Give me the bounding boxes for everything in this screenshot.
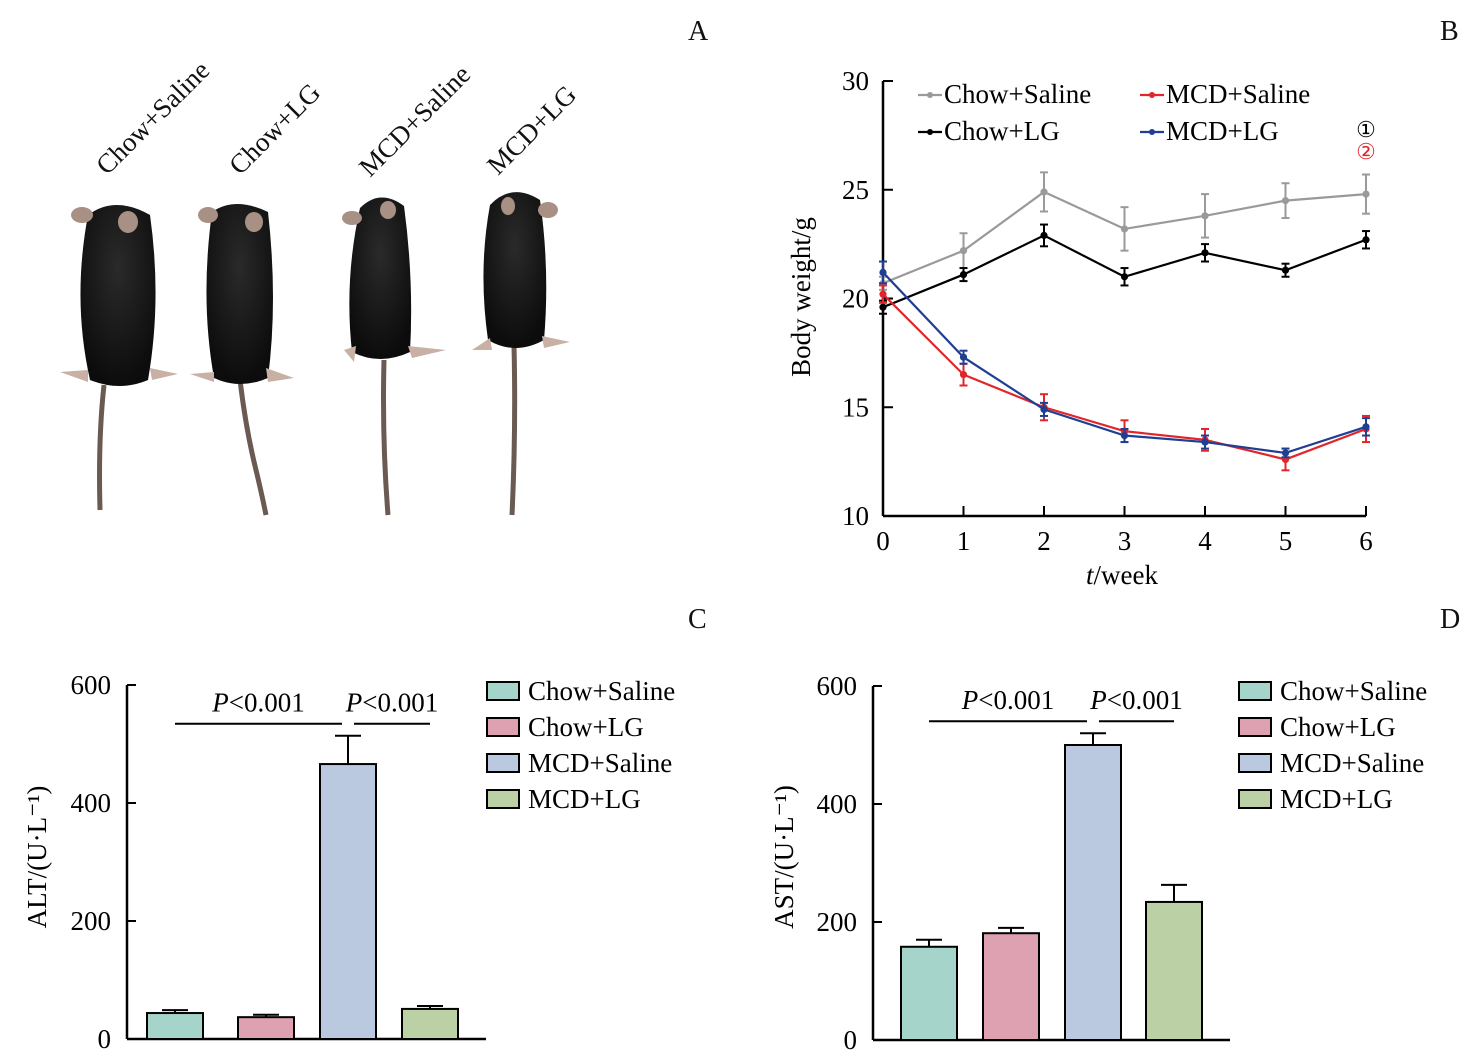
legend-label: Chow+Saline [1280, 676, 1427, 706]
data-point [1040, 405, 1048, 414]
data-point [1201, 438, 1209, 446]
legend-marker [1149, 129, 1155, 135]
data-point [1040, 188, 1048, 196]
legend-label: MCD+Saline [1280, 748, 1424, 778]
legend-label: MCD+LG [1280, 784, 1393, 814]
x-tick-label: 4 [1198, 526, 1212, 556]
data-point [1120, 273, 1129, 281]
bar [982, 932, 1040, 1041]
annotation-2: ② [1356, 139, 1376, 164]
y-tick-label: 600 [71, 670, 112, 700]
y-tick-label: 200 [71, 906, 112, 936]
ast-bar-chart: 0 200 400 600 P<0.001 P<0.001 Chow+Saline Cho… [769, 671, 1427, 1055]
panel-letter-a: A [688, 16, 709, 47]
data-point [1201, 212, 1209, 220]
bar [319, 763, 377, 1040]
legend-swatch [1238, 717, 1272, 737]
y-tick-label: 30 [842, 66, 869, 96]
legend-swatch [486, 753, 520, 773]
legend-swatch [486, 681, 520, 701]
legend-label: MCD+LG [528, 784, 641, 814]
data-point [1362, 236, 1370, 244]
data-point [959, 270, 968, 279]
legend-label: MCD+Saline [528, 748, 672, 778]
y-tick-label: 400 [71, 788, 112, 818]
x-tick-label: 6 [1359, 526, 1373, 556]
data-point [1362, 190, 1370, 198]
data-point [1281, 449, 1290, 457]
mouse-mcd-lg [472, 192, 570, 516]
significance-label: P<0.001 [1089, 685, 1182, 715]
legend-swatch [486, 717, 520, 737]
bar [146, 1012, 204, 1041]
significance-label: P<0.001 [345, 688, 438, 718]
y-axis-label: AST/(U·L⁻¹) [769, 785, 799, 929]
mice-photo [60, 192, 570, 516]
data-point [959, 353, 968, 361]
data-point [959, 247, 968, 255]
data-point [959, 371, 968, 379]
legend-label: Chow+LG [528, 712, 644, 742]
data-point [1120, 225, 1129, 233]
legend-label: Chow+Saline [944, 79, 1091, 109]
data-point [879, 303, 887, 311]
data-point [1040, 231, 1048, 240]
significance-label: P<0.001 [961, 685, 1054, 715]
bar [900, 945, 958, 1041]
legend-label: MCD+Saline [1166, 79, 1310, 109]
y-tick-label: 600 [817, 671, 858, 701]
legend-marker [927, 92, 933, 98]
bar [1145, 900, 1203, 1041]
bar [401, 1007, 459, 1041]
y-tick-label: 0 [98, 1024, 112, 1054]
x-axis-label: t/week [1086, 560, 1158, 590]
y-tick-label: 15 [842, 392, 869, 422]
legend-label: MCD+LG [1166, 116, 1279, 146]
x-tick-label: 3 [1118, 526, 1132, 556]
data-point [1120, 431, 1129, 440]
y-tick-label: 20 [842, 284, 869, 314]
legend-label: Chow+Saline [528, 676, 675, 706]
x-tick-label: 0 [876, 526, 890, 556]
legend-label: Chow+LG [1280, 712, 1396, 742]
legend-swatch [1238, 681, 1272, 701]
legend-swatch [1238, 753, 1272, 773]
x-tick-label: 1 [957, 526, 971, 556]
panel-letter-b: B [1440, 16, 1459, 47]
y-tick-label: 0 [844, 1025, 858, 1055]
alt-bar-chart: 0 200 400 600 P<0.001 P<0.001 Chow+Saline Cho… [22, 670, 675, 1054]
panel-letter-d: D [1440, 604, 1461, 635]
mouse-chow-saline [60, 205, 178, 511]
legend-swatch [1238, 789, 1272, 809]
mouse-mcd-saline [342, 197, 446, 516]
y-tick-label: 400 [817, 789, 858, 819]
data-point [1281, 197, 1290, 205]
mouse-chow-lg [190, 204, 294, 516]
data-point [1281, 266, 1290, 274]
bar [237, 1016, 295, 1041]
x-tick-label: 2 [1037, 526, 1051, 556]
data-point [1201, 249, 1209, 257]
legend-marker [1149, 92, 1155, 98]
data-point [879, 290, 887, 298]
y-axis-label: ALT/(U·L⁻¹) [22, 786, 52, 929]
bar [1064, 744, 1122, 1041]
legend-label: Chow+LG [944, 116, 1060, 146]
y-tick-label: 200 [817, 907, 858, 937]
data-point [879, 268, 887, 276]
y-axis-label: Body weight/g [786, 217, 816, 377]
panel-letter-c: C [688, 604, 707, 635]
significance-label: P<0.001 [211, 688, 304, 718]
legend-swatch [486, 789, 520, 809]
y-tick-label: 10 [842, 501, 869, 531]
legend-marker [927, 129, 933, 135]
x-tick-label: 5 [1279, 526, 1293, 556]
body-weight-chart: 10 15 20 25 30 0 1 2 3 4 5 6 Chow+Saline Chow+LG MCD+… [786, 66, 1376, 590]
data-point [1362, 423, 1370, 431]
annotation-1: ① [1356, 117, 1376, 142]
y-tick-label: 25 [842, 175, 869, 205]
